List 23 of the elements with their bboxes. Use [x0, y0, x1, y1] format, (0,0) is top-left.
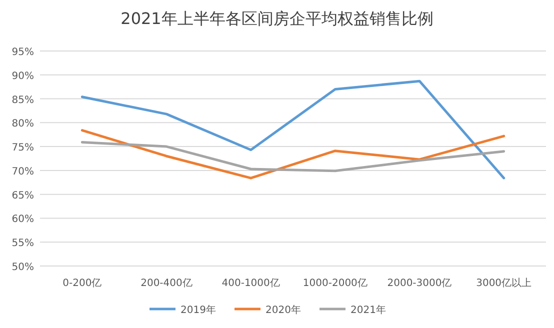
y-tick-label: 50%: [12, 262, 34, 273]
x-tick-label: 1000-2000亿: [302, 278, 368, 289]
x-tick-label: 200-400亿: [140, 278, 192, 289]
y-tick-label: 80%: [12, 118, 34, 130]
y-tick-label: 55%: [12, 238, 34, 250]
legend-label: 2019年: [180, 304, 216, 316]
y-tick-label: 90%: [12, 70, 34, 82]
chart-title: 2021年上半年各区间房企平均权益销售比例: [120, 9, 434, 28]
y-tick-label: 60%: [12, 214, 34, 226]
line-series: [80, 141, 506, 172]
y-tick-label: 75%: [12, 142, 34, 154]
y-tick-label: 85%: [12, 94, 34, 106]
x-tick-label: 0-200亿: [62, 278, 102, 289]
line-series: [80, 129, 506, 180]
legend-label: 2021年: [350, 304, 386, 316]
x-tick-label: 2000-3000亿: [387, 278, 452, 289]
legend-label: 2020年: [266, 304, 301, 316]
x-tick-label: 3000亿以上: [476, 277, 532, 289]
y-tick-label: 70%: [12, 166, 34, 178]
x-tick-label: 400-1000亿: [222, 278, 280, 289]
y-tick-label: 65%: [12, 190, 34, 202]
line-series: [80, 80, 506, 180]
y-tick-label: 95%: [12, 47, 34, 58]
